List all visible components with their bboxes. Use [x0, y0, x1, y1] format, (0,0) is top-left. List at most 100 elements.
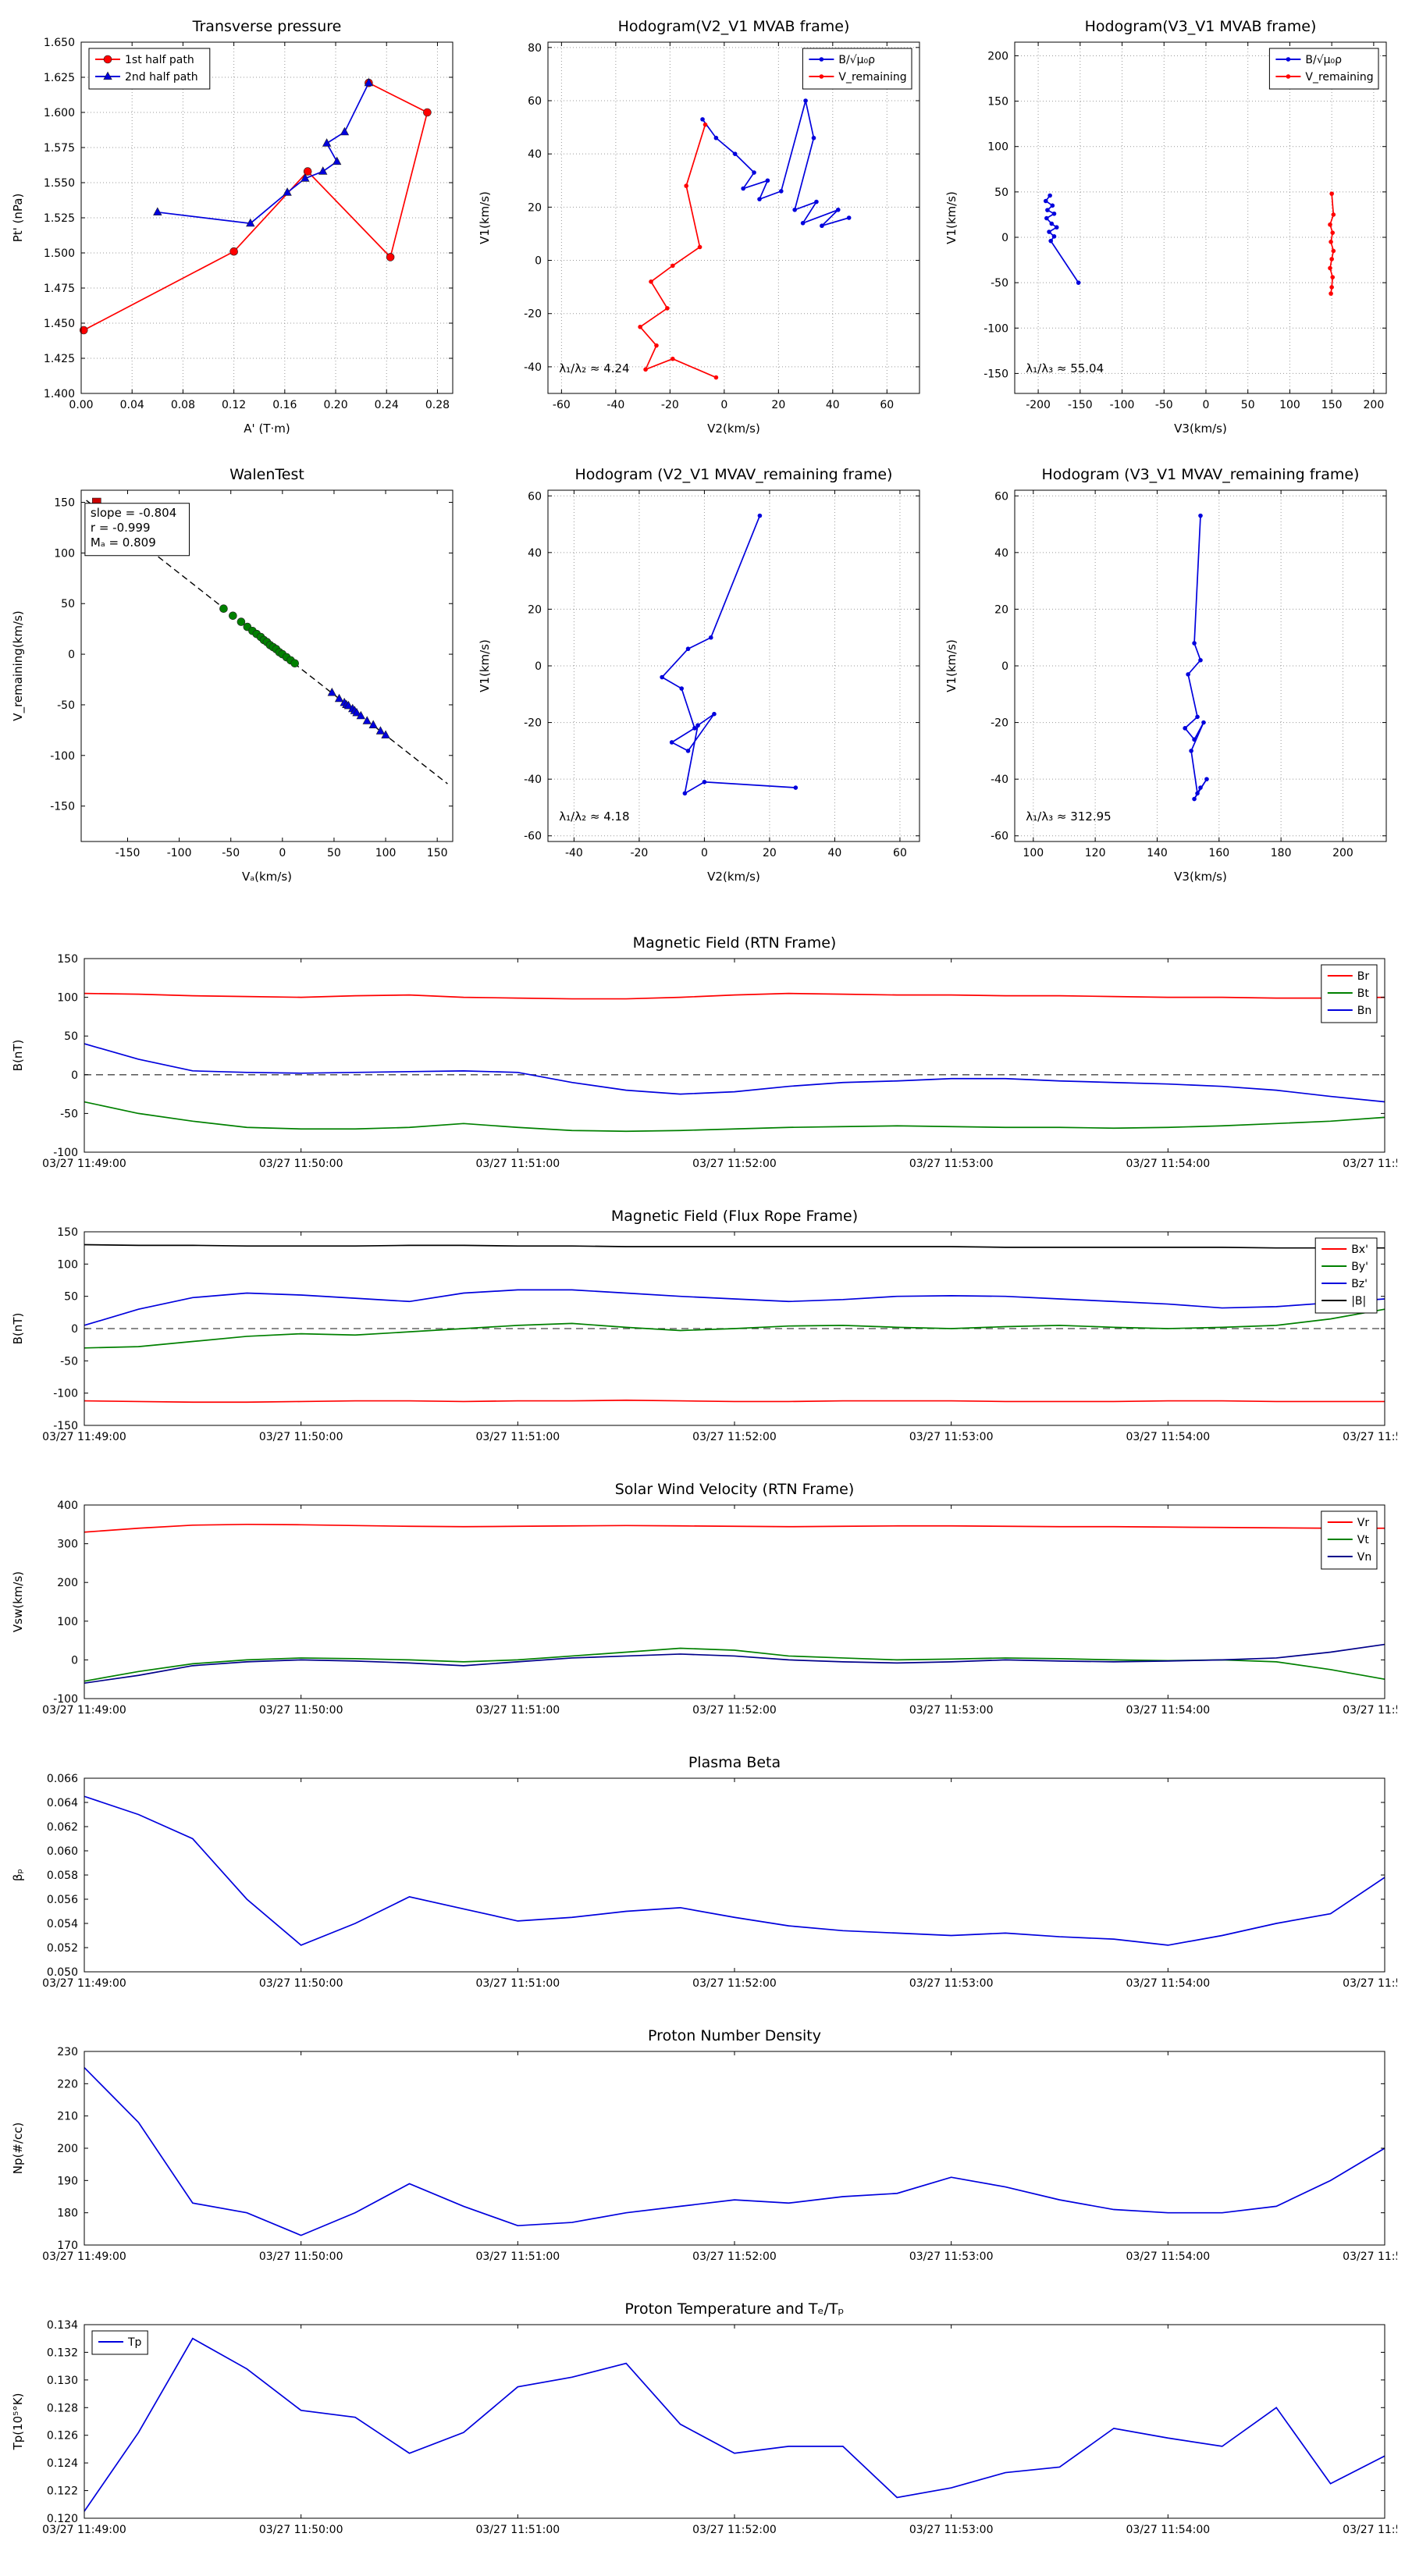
svg-text:100: 100	[57, 992, 78, 1005]
chart-proton-temperature: 03/27 11:49:00 03/27 11:50:00 03/27 11:51:…	[0, 2292, 1405, 2549]
svg-text:03/27 11:50:00: 03/27 11:50:00	[259, 2250, 343, 2263]
svg-text:Transverse pressure: Transverse pressure	[192, 18, 342, 35]
svg-text:100: 100	[375, 847, 397, 859]
svg-text:0.00: 0.00	[69, 399, 93, 411]
svg-text:03/27 11:51:00: 03/27 11:51:00	[475, 2250, 560, 2263]
svg-text:180: 180	[57, 2208, 78, 2220]
svg-text:180: 180	[1271, 847, 1292, 859]
svg-text:V_remaining(km/s): V_remaining(km/s)	[11, 610, 26, 720]
svg-text:03/27 11:50:00: 03/27 11:50:00	[259, 1704, 343, 1717]
svg-text:Vsw(km/s): Vsw(km/s)	[11, 1571, 25, 1632]
svg-text:Pt' (nPa): Pt' (nPa)	[11, 194, 25, 243]
svg-text:λ₁/λ₃ ≈ 55.04: λ₁/λ₃ ≈ 55.04	[1026, 361, 1104, 375]
svg-text:V1(km/s): V1(km/s)	[478, 639, 492, 692]
svg-text:1st half path: 1st half path	[125, 54, 194, 66]
svg-text:1.650: 1.650	[44, 37, 75, 49]
svg-text:230: 230	[57, 2046, 78, 2058]
svg-text:150: 150	[1321, 399, 1343, 411]
svg-text:λ₁/λ₂ ≈ 4.24: λ₁/λ₂ ≈ 4.24	[559, 361, 629, 375]
svg-text:150: 150	[57, 953, 78, 966]
svg-text:0: 0	[68, 649, 75, 661]
svg-text:0.050: 0.050	[47, 1966, 78, 1979]
svg-text:Vn: Vn	[1357, 1551, 1371, 1564]
svg-text:03/27 11:52:00: 03/27 11:52:00	[692, 2250, 777, 2263]
svg-text:100: 100	[987, 141, 1008, 154]
row-walen-mvav: -150 -100 -50 0 50 100 150 -150 -100 -50 0 50 100 150…	[0, 456, 1405, 890]
svg-text:200: 200	[57, 2143, 78, 2155]
svg-text:0.058: 0.058	[47, 1870, 78, 1882]
svg-text:03/27 11:55:00: 03/27 11:55:00	[1343, 1977, 1397, 1990]
svg-text:Magnetic Field (Flux Rope Fram: Magnetic Field (Flux Rope Frame)	[611, 1208, 858, 1225]
svg-text:1.400: 1.400	[44, 388, 75, 400]
figure-multipanel-plot: 0.00 0.04 0.08 0.12 0.16 0.20 0.24 0.28 1.400 1.4…	[0, 8, 1405, 2549]
svg-text:60: 60	[880, 399, 894, 411]
svg-text:40: 40	[826, 399, 840, 411]
chart-hodogram-v2v1-mvav: -40 -20 0 20 40 60 -60 -40 -20 0 20 40 60 Hodogram (V…	[473, 456, 932, 890]
svg-text:150: 150	[54, 497, 75, 510]
svg-text:Vt: Vt	[1357, 1534, 1370, 1546]
svg-text:100: 100	[54, 547, 75, 560]
svg-text:0: 0	[1203, 399, 1210, 411]
svg-text:03/27 11:50:00: 03/27 11:50:00	[259, 1431, 343, 1443]
svg-text:Vₐ(km/s): Vₐ(km/s)	[242, 870, 292, 884]
chart-hodogram-v2v1-mvab: -60 -40 -20 0 20 40 60 -40 -20 0 20 40 60 80 Hodogram(…	[473, 8, 932, 442]
svg-text:0.060: 0.060	[47, 1845, 78, 1858]
svg-text:03/27 11:52:00: 03/27 11:52:00	[692, 1431, 777, 1443]
svg-text:03/27 11:54:00: 03/27 11:54:00	[1126, 1431, 1210, 1443]
svg-text:50: 50	[64, 1291, 78, 1304]
chart-proton-number-density: 03/27 11:49:00 03/27 11:50:00 03/27 11:51:…	[0, 2019, 1405, 2276]
svg-text:03/27 11:50:00: 03/27 11:50:00	[259, 1977, 343, 1990]
svg-text:V1(km/s): V1(km/s)	[944, 191, 959, 244]
svg-text:1.600: 1.600	[44, 107, 75, 119]
svg-text:-150: -150	[50, 801, 75, 813]
svg-text:1.450: 1.450	[44, 318, 75, 330]
chart-magnetic-field-rtn: 03/27 11:49:00 03/27 11:50:00 03/27 11:51:…	[0, 926, 1405, 1183]
svg-text:50: 50	[994, 187, 1008, 199]
chart-walen-test: -150 -100 -50 0 50 100 150 -150 -100 -50 0 50 100 150…	[6, 456, 465, 890]
svg-text:03/27 11:55:00: 03/27 11:55:00	[1343, 2524, 1397, 2536]
svg-text:V3(km/s): V3(km/s)	[1174, 870, 1227, 884]
svg-text:V3(km/s): V3(km/s)	[1174, 422, 1227, 436]
svg-text:-50: -50	[60, 1108, 78, 1120]
svg-text:Proton Temperature and Tₑ/Tₚ: Proton Temperature and Tₑ/Tₚ	[624, 2300, 844, 2318]
svg-text:λ₁/λ₃ ≈ 312.95: λ₁/λ₃ ≈ 312.95	[1026, 809, 1111, 824]
svg-text:1.500: 1.500	[44, 247, 75, 260]
svg-text:0.062: 0.062	[47, 1821, 78, 1834]
svg-text:100: 100	[57, 1616, 78, 1628]
svg-text:Bn: Bn	[1357, 1005, 1371, 1017]
svg-text:170: 170	[57, 2240, 78, 2252]
chart-magnetic-field-flux-rope: 03/27 11:49:00 03/27 11:50:00 03/27 11:51:…	[0, 1199, 1405, 1457]
svg-text:Hodogram(V3_V1 MVAB frame): Hodogram(V3_V1 MVAB frame)	[1085, 18, 1317, 35]
svg-text:1.550: 1.550	[44, 177, 75, 190]
svg-text:60: 60	[528, 490, 542, 503]
svg-text:03/27 11:54:00: 03/27 11:54:00	[1126, 1704, 1210, 1717]
svg-text:-60: -60	[991, 831, 1008, 843]
svg-text:0.134: 0.134	[47, 2319, 78, 2332]
svg-text:03/27 11:55:00: 03/27 11:55:00	[1343, 1431, 1397, 1443]
svg-text:20: 20	[994, 603, 1008, 616]
svg-text:2nd half path: 2nd half path	[125, 71, 198, 84]
svg-text:0: 0	[71, 1323, 78, 1336]
svg-text:A' (T·m): A' (T·m)	[244, 422, 290, 436]
svg-text:03/27 11:50:00: 03/27 11:50:00	[259, 2524, 343, 2536]
svg-text:0.056: 0.056	[47, 1894, 78, 1906]
svg-text:210: 210	[57, 2111, 78, 2123]
svg-text:0.124: 0.124	[47, 2457, 78, 2470]
svg-text:-20: -20	[524, 308, 542, 321]
row-hodograms-mvab: 0.00 0.04 0.08 0.12 0.16 0.20 0.24 0.28 1.400 1.4…	[0, 8, 1405, 442]
svg-text:200: 200	[57, 1577, 78, 1589]
svg-text:100: 100	[1023, 847, 1044, 859]
svg-text:03/27 11:55:00: 03/27 11:55:00	[1343, 1158, 1397, 1170]
chart-transverse-pressure: 0.00 0.04 0.08 0.12 0.16 0.20 0.24 0.28 1.400 1.4…	[6, 8, 465, 442]
svg-text:V2(km/s): V2(km/s)	[707, 422, 760, 436]
svg-text:0: 0	[71, 1069, 78, 1082]
svg-text:Bz': Bz'	[1351, 1278, 1368, 1290]
svg-text:Hodogram (V3_V1 MVAV_remaining: Hodogram (V3_V1 MVAV_remaining frame)	[1042, 466, 1360, 483]
svg-text:Vr: Vr	[1357, 1517, 1370, 1529]
svg-text:140: 140	[1147, 847, 1168, 859]
svg-text:-20: -20	[524, 717, 542, 730]
svg-text:-200: -200	[1026, 399, 1051, 411]
svg-text:|B|: |B|	[1351, 1295, 1366, 1308]
svg-text:V_remaining: V_remaining	[1305, 71, 1373, 84]
svg-text:200: 200	[1364, 399, 1385, 411]
